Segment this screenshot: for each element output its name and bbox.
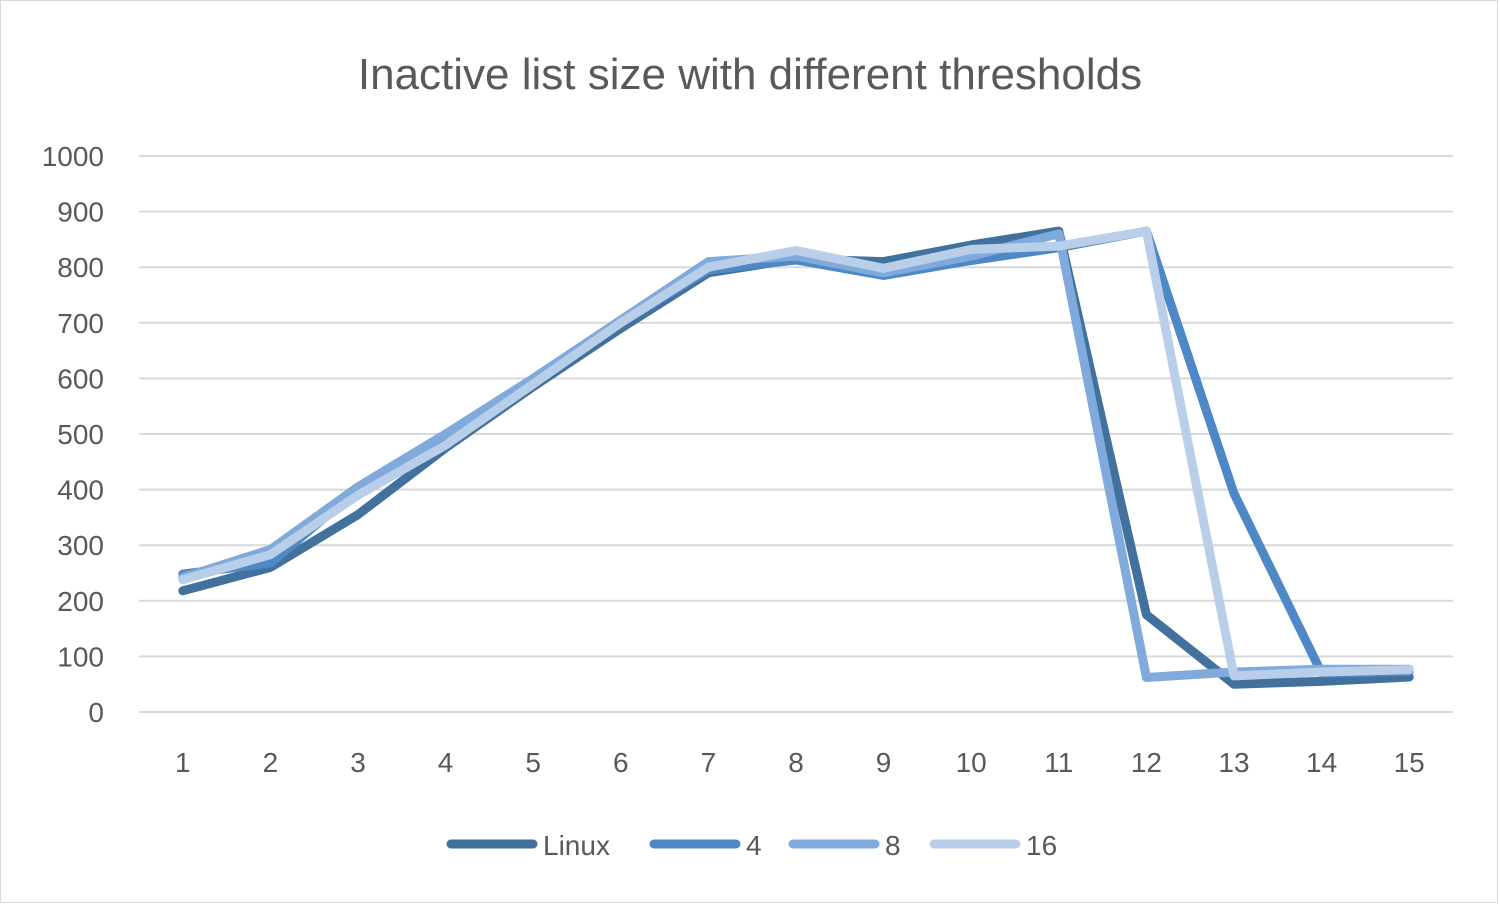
gridlines [139,155,1453,713]
legend: Linux 4 8 16 [446,830,1057,861]
series-line-16 [178,226,1414,681]
x-tick-label: 9 [876,747,892,778]
y-axis-tick-labels: 0 100 200 300 400 500 600 700 800 900 1000 [42,141,104,728]
series-line-8 [178,229,1414,682]
legend-label: Linux [543,830,610,861]
y-tick-label: 200 [57,586,104,617]
x-tick-label: 15 [1394,747,1425,778]
x-tick-label: 14 [1306,747,1337,778]
y-tick-label: 700 [57,308,104,339]
x-tick-label: 2 [263,747,279,778]
x-tick-label: 4 [438,747,454,778]
x-tick-label: 6 [613,747,629,778]
series-line-4 [178,226,1414,678]
x-axis-tick-labels: 1 2 3 4 5 6 7 8 9 10 11 12 13 14 15 [175,747,1425,778]
series-lines [178,226,1414,689]
x-tick-label: 13 [1218,747,1249,778]
x-tick-label: 8 [788,747,804,778]
y-tick-label: 300 [57,530,104,561]
x-tick-label: 5 [525,747,541,778]
x-tick-label: 7 [701,747,717,778]
x-tick-label: 3 [350,747,366,778]
legend-label: 4 [746,830,762,861]
y-tick-label: 0 [88,697,104,728]
legend-label: 16 [1026,830,1057,861]
x-tick-label: 12 [1131,747,1162,778]
y-tick-label: 900 [57,197,104,228]
x-tick-label: 11 [1044,747,1073,778]
y-tick-label: 100 [57,641,104,672]
x-tick-label: 10 [956,747,987,778]
y-tick-label: 1000 [42,141,104,172]
y-tick-label: 800 [57,252,104,283]
y-tick-label: 600 [57,363,104,394]
chart-title: Inactive list size with different thresh… [358,50,1142,99]
y-tick-label: 500 [57,419,104,450]
legend-label: 8 [885,830,901,861]
x-tick-label: 1 [175,747,191,778]
y-tick-label: 400 [57,475,104,506]
